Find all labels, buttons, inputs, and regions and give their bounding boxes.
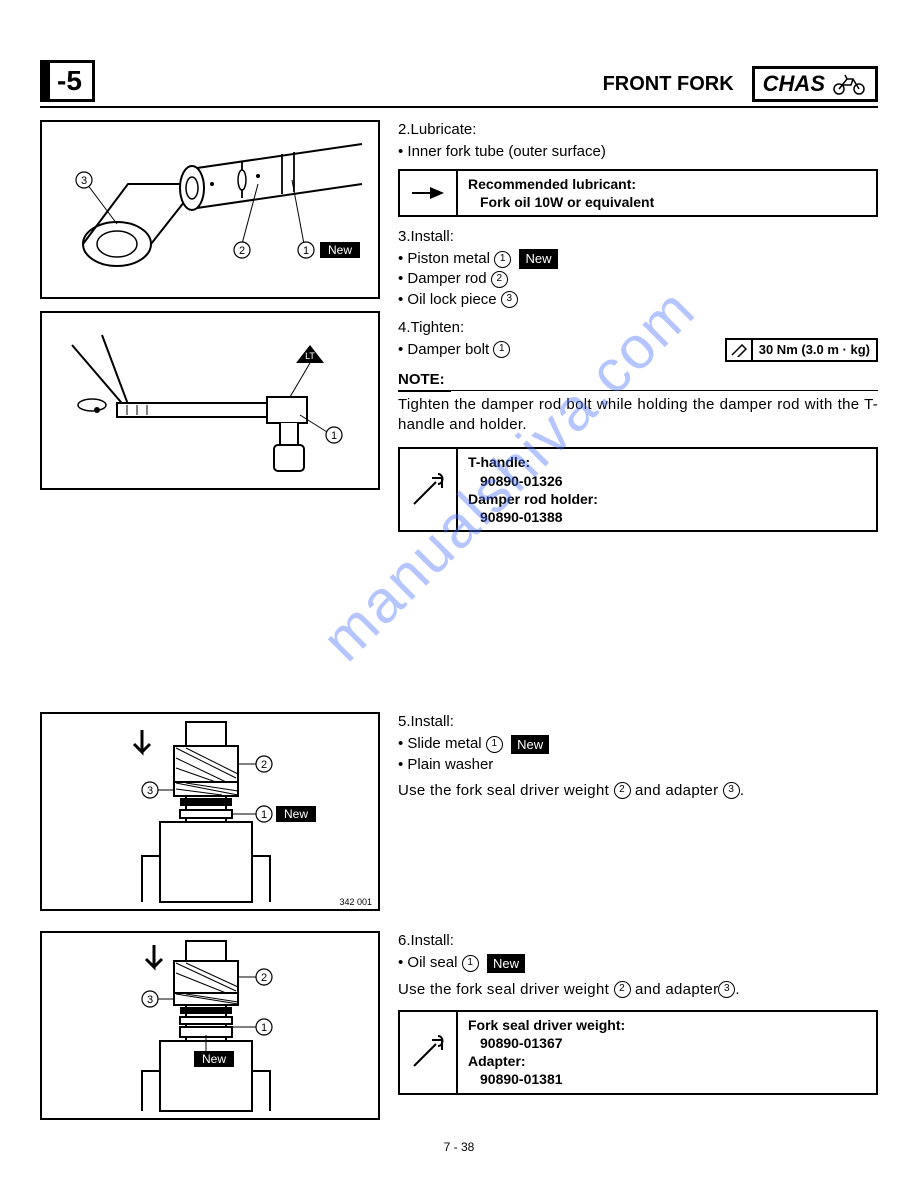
page-number: 7 - 38: [40, 1140, 878, 1154]
step-6-item-1: Oil seal 1 New: [398, 953, 878, 973]
tool1-line1: T-handle:: [468, 453, 598, 471]
svg-text:1: 1: [331, 430, 337, 442]
motorcycle-icon: [831, 73, 867, 95]
figure-t-handle: LT 1: [40, 311, 380, 490]
svg-text:3: 3: [147, 785, 153, 797]
figure-code: 342 001: [339, 897, 372, 907]
row-1: 3 2 1 New: [40, 120, 878, 542]
tool-callout-1: T-handle: 90890-01326 Damper rod holder:…: [398, 447, 878, 532]
chas-label: CHAS: [763, 71, 825, 97]
oil-can-icon: [408, 183, 448, 203]
step-5-heading: 5.Install:: [398, 712, 878, 732]
blank-spacer: [40, 542, 878, 712]
manual-page: manualshiva.com -5 FRONT FORK CHAS: [0, 0, 918, 1174]
tool2-line2: 90890-01367: [468, 1034, 625, 1052]
svg-text:1: 1: [261, 1022, 267, 1034]
tool1-line3: Damper rod holder:: [468, 490, 598, 508]
section-title: FRONT FORK: [603, 73, 734, 96]
row-3: 2 3 1 New 6.Install: Oil seal: [40, 931, 878, 1120]
step-5-item-2: Plain washer: [398, 755, 878, 775]
step-3-item-1: Piston metal 1 New: [398, 249, 878, 269]
note-rule: [398, 390, 878, 391]
step-4-heading: 4.Tighten:: [398, 318, 878, 338]
tool-icon: [408, 470, 448, 510]
step-3-item-2: Damper rod 2: [398, 269, 878, 289]
wrench-icon: [730, 343, 748, 357]
svg-text:New: New: [202, 1052, 226, 1066]
step-5-list: Slide metal 1 New Plain washer: [398, 734, 878, 775]
tool1-line2: 90890-01326: [468, 472, 598, 490]
step-6-heading: 6.Install:: [398, 931, 878, 951]
torque-box: 30 Nm (3.0 m · kg): [725, 338, 878, 362]
chapter-tab: -5: [40, 60, 95, 102]
svg-text:2: 2: [239, 245, 245, 257]
step-3-item-3: Oil lock piece 3: [398, 290, 878, 310]
svg-text:New: New: [328, 243, 352, 257]
note-label: NOTE:: [398, 370, 451, 392]
svg-text:3: 3: [147, 994, 153, 1006]
step-5-body: Use the fork seal driver weight 2 and ad…: [398, 781, 878, 801]
svg-text:2: 2: [261, 972, 267, 984]
svg-text:2: 2: [261, 759, 267, 771]
page-header: -5 FRONT FORK CHAS: [40, 60, 878, 102]
lubricant-callout: Recommended lubricant: Fork oil 10W or e…: [398, 169, 878, 217]
tool-icon: [408, 1032, 448, 1072]
chas-box: CHAS: [752, 66, 878, 102]
step-2-heading: 2.Lubricate:: [398, 120, 878, 140]
header-rule: [40, 106, 878, 108]
row-2: 2 3 1 New 342 001 5.Install: Slide met: [40, 712, 878, 911]
step-6-body: Use the fork seal driver weight 2 and ad…: [398, 980, 878, 1000]
svg-text:1: 1: [303, 245, 309, 257]
figure-fork-tube: 3 2 1 New: [40, 120, 380, 299]
step-2-list: Inner fork tube (outer surface): [398, 142, 878, 162]
tool2-line1: Fork seal driver weight:: [468, 1016, 625, 1034]
lubricant-line-2: Fork oil 10W or equivalent: [468, 193, 654, 211]
svg-text:LT: LT: [305, 351, 315, 361]
tool2-line4: 90890-01381: [468, 1070, 625, 1088]
step-5-item-1: Slide metal 1 New: [398, 734, 878, 754]
figure-slide-metal: 2 3 1 New 342 001: [40, 712, 380, 911]
svg-text:1: 1: [261, 809, 267, 821]
tool-callout-2: Fork seal driver weight: 90890-01367 Ada…: [398, 1010, 878, 1095]
step-4-row: • Damper bolt 1 30 Nm (3.0 m · kg): [398, 338, 878, 362]
step-3-list: Piston metal 1 New Damper rod 2 Oil lock…: [398, 249, 878, 310]
svg-text:New: New: [284, 807, 308, 821]
step-6-list: Oil seal 1 New: [398, 953, 878, 973]
svg-text:3: 3: [81, 175, 87, 187]
note-body: Tighten the damper rod bolt while holdin…: [398, 395, 878, 436]
lubricant-line-1: Recommended lubricant:: [468, 175, 654, 193]
tool1-line4: 90890-01388: [468, 508, 598, 526]
figure-oil-seal: 2 3 1 New: [40, 931, 380, 1120]
tool2-line3: Adapter:: [468, 1052, 625, 1070]
step-2-item-1: Inner fork tube (outer surface): [398, 142, 878, 162]
step-3-heading: 3.Install:: [398, 227, 878, 247]
